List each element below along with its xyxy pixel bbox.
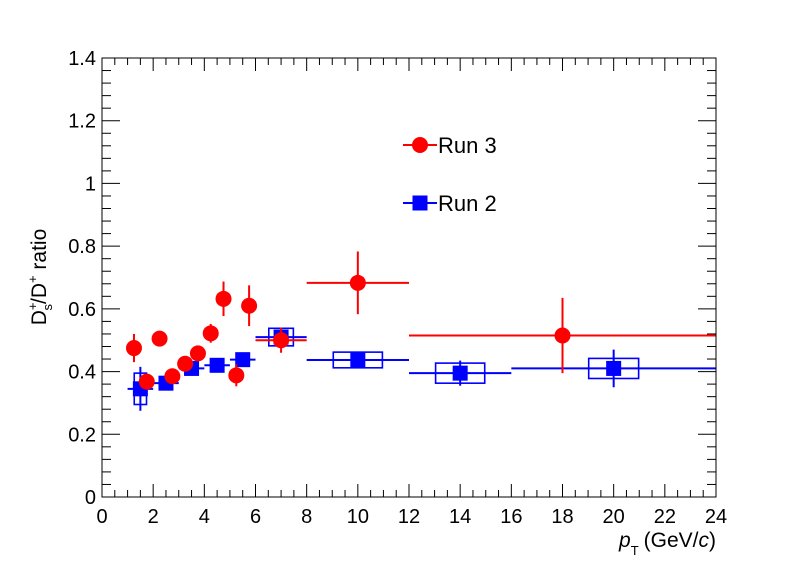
x-label-units-suffix: ) — [709, 529, 716, 552]
legend-run2-marker — [412, 195, 428, 211]
x-tick-label: 10 — [347, 506, 369, 528]
y-label-base-1: D — [28, 310, 51, 325]
y-label-sup-1: + — [25, 303, 40, 311]
y-tick-label: 1.2 — [68, 111, 96, 133]
y-tick-label: 0.4 — [68, 362, 96, 384]
run3-point — [177, 355, 194, 372]
x-tick-label: 22 — [654, 506, 676, 528]
y-label-base-2: D — [28, 283, 51, 298]
x-tick-label: 12 — [398, 506, 420, 528]
run3-point — [125, 340, 142, 357]
y-tick-label: 0.6 — [68, 299, 96, 321]
y-axis-label: D+s/D+ ratio — [25, 229, 55, 326]
x-tick-label: 16 — [500, 506, 522, 528]
run2-point — [350, 352, 366, 368]
y-label-sub-1: s — [40, 304, 55, 311]
x-label-subscript: T — [631, 543, 639, 558]
run3-point — [241, 297, 258, 314]
run3-point — [554, 327, 571, 344]
x-label-units-prefix: (GeV/ — [644, 529, 699, 552]
x-tick-label: 8 — [301, 506, 312, 528]
x-tick-label: 24 — [705, 506, 727, 528]
run2-point — [606, 360, 622, 376]
y-tick-label: 1.4 — [68, 48, 96, 70]
x-tick-label: 0 — [96, 506, 107, 528]
x-tick-label: 18 — [551, 506, 573, 528]
y-label-sup-2: + — [25, 275, 40, 283]
legend-run3-label: Run 3 — [438, 133, 497, 158]
run2-point — [209, 357, 225, 373]
x-axis: 0 2 4 6 8 10 12 14 16 18 20 22 24 — [96, 58, 727, 528]
legend-run2-label: Run 2 — [438, 191, 497, 216]
y-tick-label: 0.2 — [68, 424, 96, 446]
run2-point — [452, 365, 468, 381]
y-tick-label: 1 — [85, 173, 96, 195]
series-layer — [125, 251, 716, 411]
x-label-symbol: p — [618, 529, 631, 552]
legend-run3-marker — [412, 137, 428, 153]
x-tick-label: 6 — [250, 506, 261, 528]
run3-point — [228, 367, 245, 384]
run3-point — [138, 373, 155, 390]
run3-point — [151, 330, 168, 347]
y-axis: 0 0.2 0.4 0.6 0.8 1 1.2 1.4 — [68, 48, 716, 509]
y-label-slash: / — [28, 298, 51, 304]
x-tick-label: 20 — [603, 506, 625, 528]
run3-point — [164, 368, 181, 385]
y-tick-label: 0.8 — [68, 236, 96, 258]
y-tick-label: 0 — [85, 487, 96, 509]
x-axis-label: pT (GeV/c) — [618, 529, 716, 558]
legend: Run 3 Run 2 — [403, 133, 497, 216]
y-label-rest: ratio — [28, 229, 51, 276]
x-label-units-c: c — [699, 529, 710, 552]
run3-point — [273, 332, 290, 349]
x-tick-label: 4 — [199, 506, 210, 528]
run3-point — [349, 274, 366, 291]
run3-point — [202, 325, 219, 342]
run3-point — [215, 290, 232, 307]
x-tick-label: 14 — [449, 506, 471, 528]
x-tick-label: 2 — [148, 506, 159, 528]
run3-point — [189, 345, 206, 362]
run2-point — [235, 352, 251, 368]
